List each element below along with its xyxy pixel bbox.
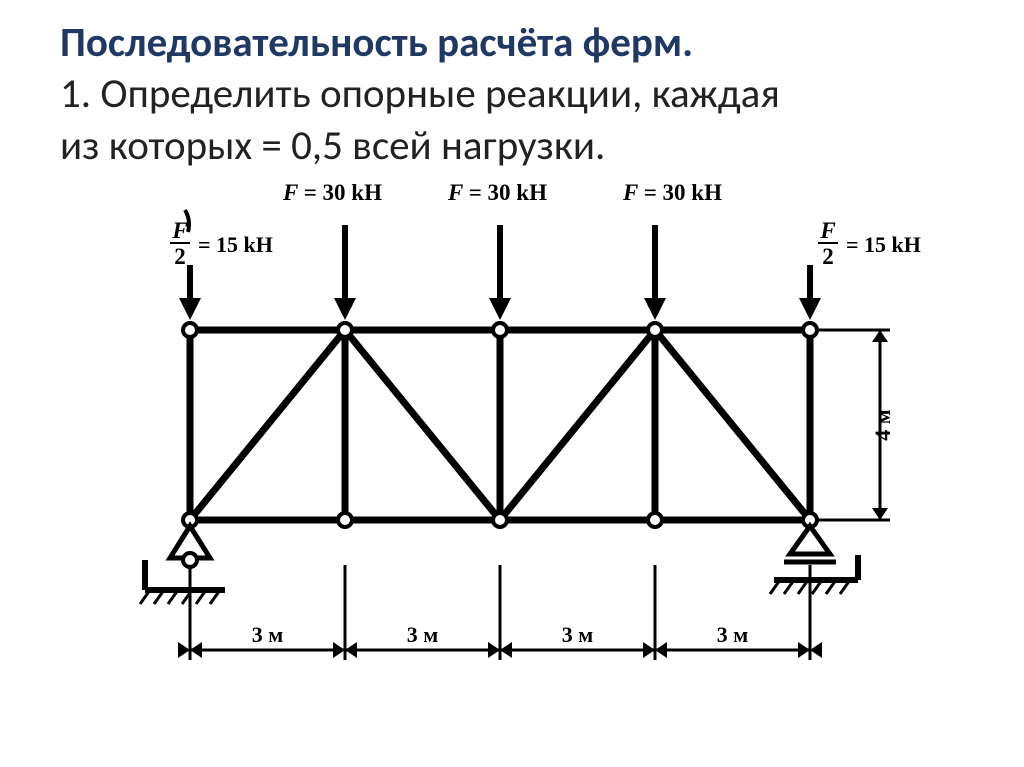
force-Fhalf-0-head xyxy=(179,298,201,320)
dim-tick-r-4 xyxy=(810,642,822,658)
label-Fhalf-right-val: = 15 kH xyxy=(846,232,921,257)
label-Fhalf-left-den: 2 xyxy=(174,244,186,269)
diagonal-2 xyxy=(500,330,655,520)
dim-span-2: 3 м xyxy=(562,622,594,647)
slide-sub-1: 1. Определить опорные реакции, каждая xyxy=(60,69,984,120)
dim-tick-r-0 xyxy=(190,642,202,658)
dim-span-1: 3 м xyxy=(407,622,439,647)
dim-tick-r-2 xyxy=(500,642,512,658)
dim-vert-tip-bot xyxy=(872,508,888,520)
force-F-1-head xyxy=(334,298,356,320)
dim-span-0: 3 м xyxy=(252,622,284,647)
slide-heading: Последовательность расчёта ферм. xyxy=(60,18,984,69)
dim-height-label: 4 м xyxy=(870,409,895,441)
diagonal-3 xyxy=(655,330,810,520)
force-F-3-head xyxy=(644,298,666,320)
top-node-3 xyxy=(650,325,660,335)
dim-span-3: 3 м xyxy=(717,622,749,647)
slide-sub-2: из которых = 0,5 всей нагрузки. xyxy=(60,121,984,172)
support-left-hinge xyxy=(185,555,195,565)
dim-tick-l-0 xyxy=(178,642,190,658)
label-Fhalf-right-num: F xyxy=(819,218,835,243)
bot-node-2 xyxy=(495,515,505,525)
support-right xyxy=(790,526,830,554)
dim-vert-tip-top xyxy=(872,330,888,342)
ground-right xyxy=(774,555,858,580)
top-node-0 xyxy=(185,325,195,335)
top-node-2 xyxy=(495,325,505,335)
label-F-2: F = 30 kH xyxy=(447,180,547,205)
dim-tick-r-3 xyxy=(655,642,667,658)
force-Fhalf-4-head xyxy=(799,298,821,320)
bot-node-1 xyxy=(340,515,350,525)
dim-tick-l-2 xyxy=(488,642,500,658)
dim-tick-l-3 xyxy=(643,642,655,658)
force-F-2-head xyxy=(489,298,511,320)
diagonal-0 xyxy=(190,330,345,520)
dim-tick-l-4 xyxy=(798,642,810,658)
diagonal-1 xyxy=(345,330,500,520)
label-F-3: F = 30 kH xyxy=(622,180,722,205)
label-F-1: F = 30 kH xyxy=(282,180,382,205)
label-Fhalf-left-val: = 15 kH xyxy=(198,232,273,257)
truss-diagram: F = 30 kHF = 30 kHF = 30 kHF2 = 15 kHF2 … xyxy=(120,180,940,700)
dim-tick-l-1 xyxy=(333,642,345,658)
label-Fhalf-left-num: F xyxy=(171,218,187,243)
top-node-1 xyxy=(340,325,350,335)
dim-tick-r-1 xyxy=(345,642,357,658)
top-node-4 xyxy=(805,325,815,335)
label-Fhalf-right-den: 2 xyxy=(822,244,834,269)
bot-node-3 xyxy=(650,515,660,525)
